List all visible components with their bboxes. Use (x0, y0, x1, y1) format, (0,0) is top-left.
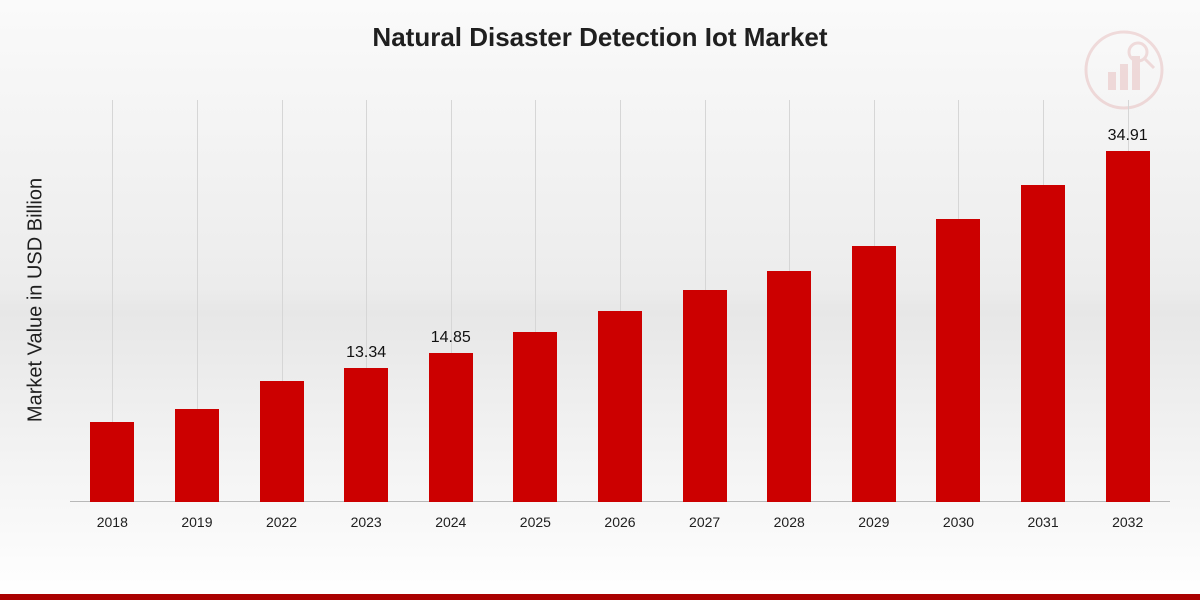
bar (429, 353, 473, 502)
bar (1021, 185, 1065, 502)
bar-value-label: 13.34 (346, 344, 386, 362)
x-axis-tick-label: 2024 (435, 514, 466, 530)
x-axis-tick-label: 2028 (774, 514, 805, 530)
bar (513, 332, 557, 502)
chart-title: Natural Disaster Detection Iot Market (0, 22, 1200, 53)
bar (260, 381, 304, 502)
bar (175, 409, 219, 502)
bar (344, 368, 388, 502)
bar (852, 246, 896, 502)
bar (767, 271, 811, 502)
page-root: Natural Disaster Detection Iot Market Ma… (0, 0, 1200, 600)
bar-value-label: 34.91 (1108, 127, 1148, 145)
x-axis-tick-label: 2018 (97, 514, 128, 530)
x-axis-tick-label: 2029 (858, 514, 889, 530)
x-axis-tick-label: 2031 (1027, 514, 1058, 530)
bar (683, 290, 727, 502)
x-axis-tick-label: 2026 (604, 514, 635, 530)
watermark-logo-icon (1084, 30, 1164, 110)
bar (936, 219, 980, 502)
x-axis-tick-label: 2027 (689, 514, 720, 530)
bar (598, 311, 642, 502)
bar-value-label: 14.85 (431, 329, 471, 347)
plot-area: 2018 2019 2022 2023 13.34 2024 14.85 2025 2026 20… (70, 100, 1170, 530)
y-axis-label: Market Value in USD Billion (25, 178, 48, 422)
x-axis-tick-label: 2022 (266, 514, 297, 530)
x-axis-tick-label: 2019 (181, 514, 212, 530)
x-axis-tick-label: 2030 (943, 514, 974, 530)
x-axis-tick-label: 2023 (351, 514, 382, 530)
x-axis-tick-label: 2032 (1112, 514, 1143, 530)
bar (90, 422, 134, 502)
x-axis-tick-label: 2025 (520, 514, 551, 530)
bar (1106, 151, 1150, 502)
footer-strip (0, 594, 1200, 600)
